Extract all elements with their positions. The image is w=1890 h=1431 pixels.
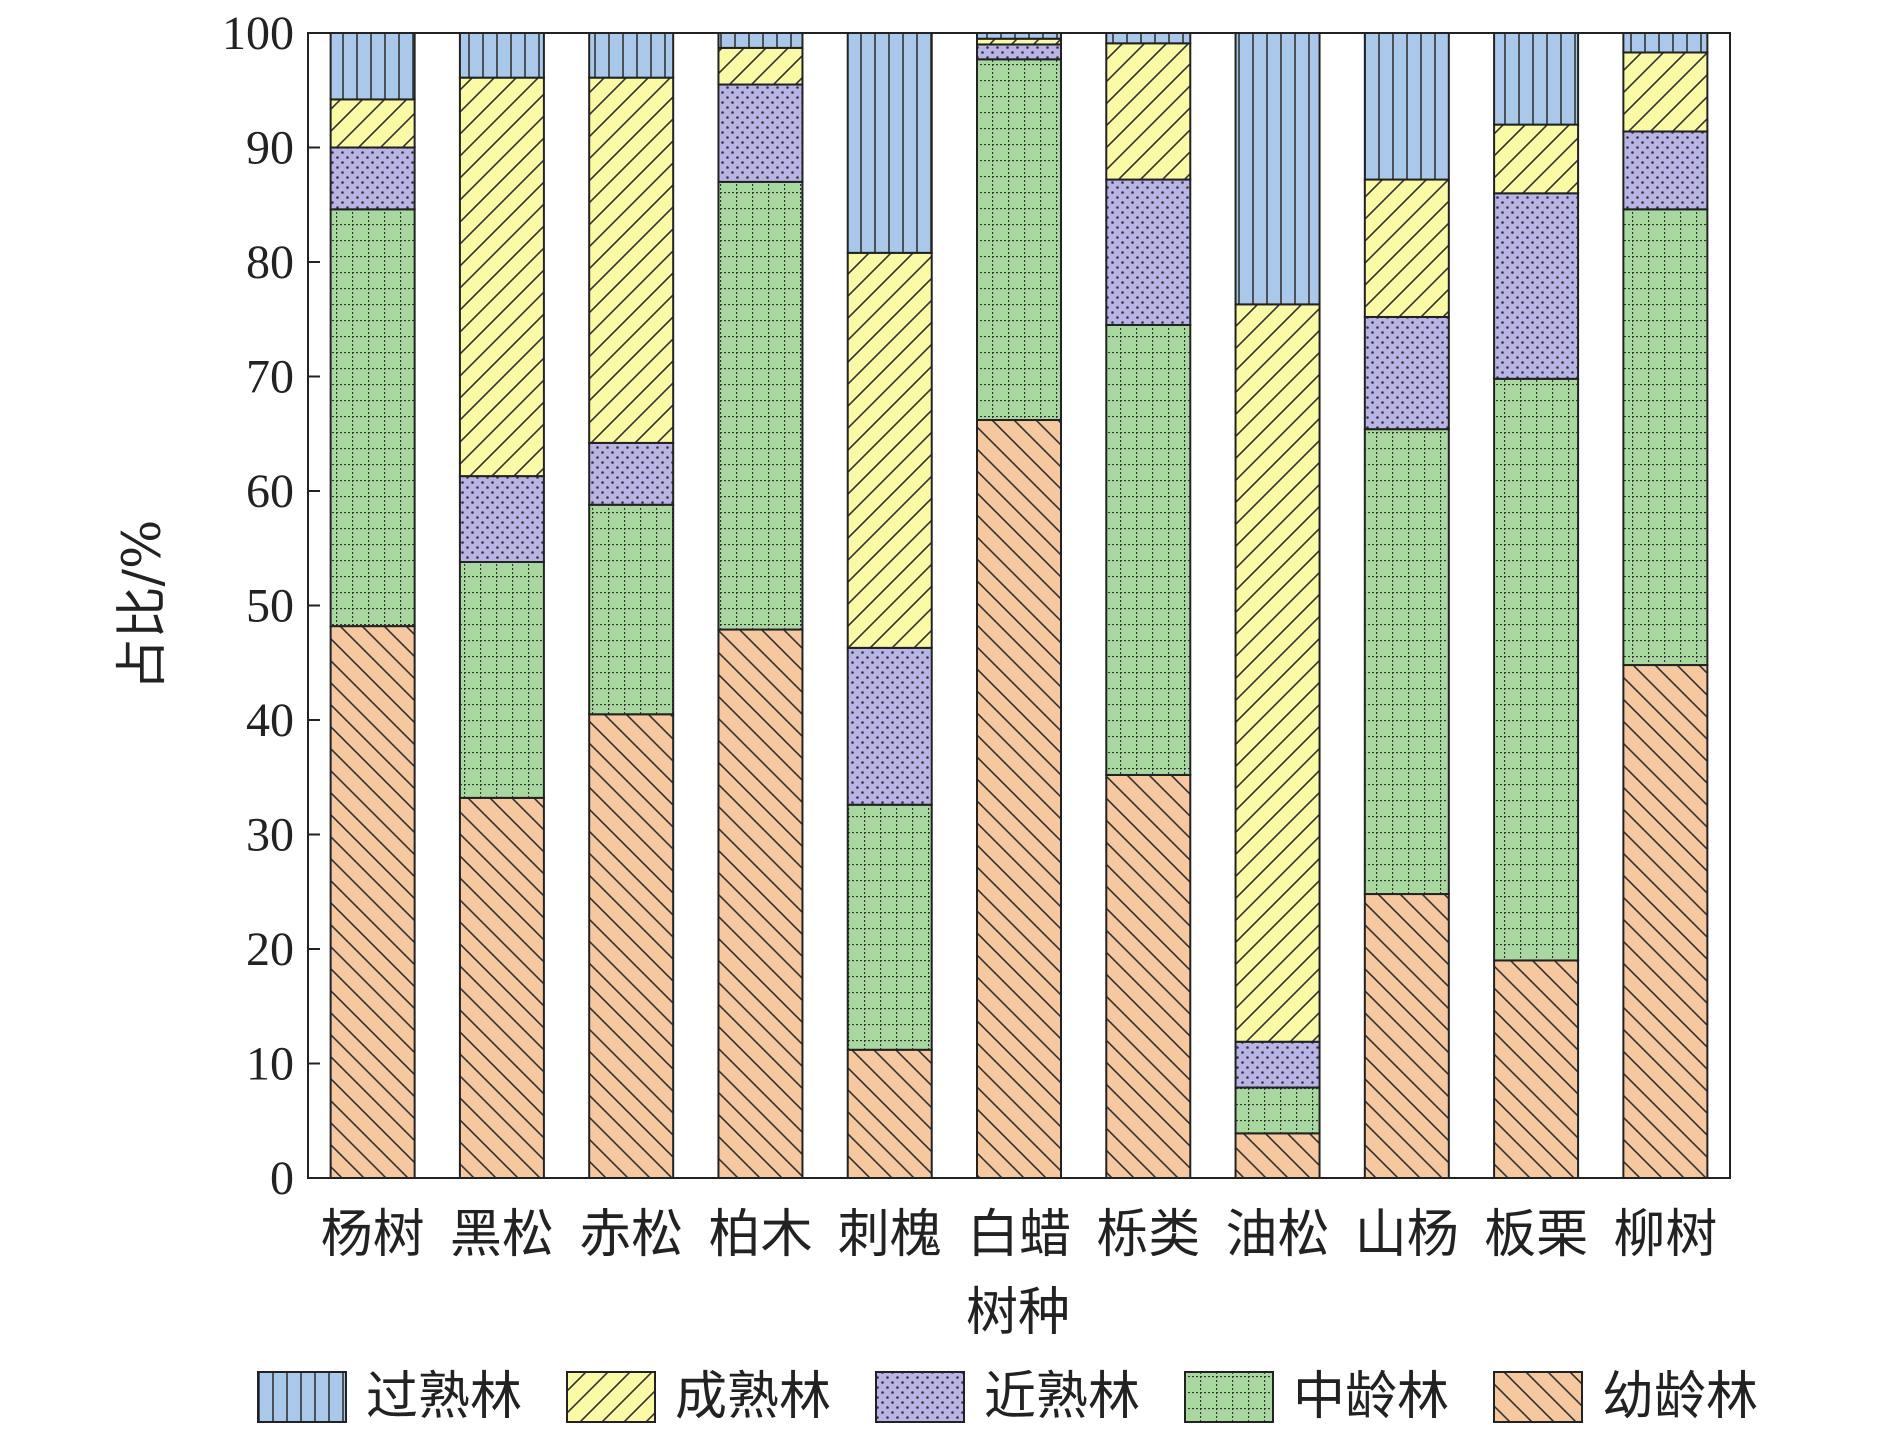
bar-segment-10-4 <box>1493 123 1580 195</box>
bar-segment-3-1 <box>588 713 675 1180</box>
legend-label-1: 过熟林 <box>366 1367 522 1427</box>
y-tick-label-4: 30 <box>246 809 294 862</box>
bar-segment-8-5 <box>1234 32 1321 306</box>
legend-swatch-2 <box>566 1371 656 1423</box>
y-tick-label-7: 60 <box>246 465 294 518</box>
bar-segment-9-4 <box>1363 178 1450 318</box>
x-axis: 杨树 黑松 赤松 柏木 刺槐 白蜡 栎类 油松 山杨 板栗 柳树 <box>321 1205 1718 1265</box>
bar-segment-3-5 <box>588 32 675 79</box>
bar-segment-4-1 <box>717 628 804 1179</box>
bar-segment-1-2 <box>329 208 416 628</box>
y-tick-label-9: 80 <box>246 236 294 289</box>
y-tick-label-5: 40 <box>246 694 294 747</box>
y-tick-label-10: 90 <box>246 122 294 175</box>
bar-segment-2-2 <box>458 560 545 799</box>
bar-segment-7-2 <box>1105 323 1192 776</box>
bar-segment-5-2 <box>846 803 933 1051</box>
bar-segment-1-3 <box>329 146 416 211</box>
bar-segment-2-4 <box>458 76 545 478</box>
y-tick-label-3: 20 <box>246 923 294 976</box>
bar-segment-8-2 <box>1234 1086 1321 1135</box>
bar-segment-3-3 <box>588 441 675 506</box>
y-tick-label-11: 100 <box>222 7 294 60</box>
bar-segment-11-3 <box>1622 130 1709 211</box>
bar-segment-1-4 <box>329 98 416 149</box>
bar-segment-9-1 <box>1363 893 1450 1179</box>
bar-segment-9-2 <box>1363 428 1450 896</box>
bar-segment-2-3 <box>458 475 545 563</box>
x-axis-title: 树种 <box>966 1283 1070 1343</box>
bar-segment-7-3 <box>1105 178 1192 326</box>
y-axis-title: 占比/% <box>113 520 173 691</box>
legend-swatch-5 <box>1493 1371 1583 1423</box>
x-category-label-2: 黑松 <box>450 1205 554 1265</box>
y-tick-label-2: 10 <box>246 1038 294 1091</box>
bar-segment-7-4 <box>1105 42 1192 181</box>
x-category-label-4: 柏木 <box>708 1205 812 1265</box>
bar-segment-5-4 <box>846 251 933 649</box>
bar-segment-11-1 <box>1622 664 1709 1179</box>
bar-segment-5-5 <box>846 32 933 254</box>
legend-swatch-4 <box>1184 1371 1274 1423</box>
bar-segment-3-4 <box>588 76 675 444</box>
bar-segment-5-3 <box>846 646 933 806</box>
x-category-label-10: 板栗 <box>1484 1205 1588 1265</box>
bar-segment-10-3 <box>1493 192 1580 380</box>
y-axis: 0 10 20 30 40 50 60 70 80 90 100 <box>222 7 320 1205</box>
x-category-label-8: 油松 <box>1226 1205 1330 1265</box>
plot-frame <box>307 32 1731 1179</box>
x-category-label-3: 赤松 <box>579 1205 683 1265</box>
bar-segment-6-1 <box>976 419 1062 1179</box>
bar-segment-1-1 <box>329 625 416 1179</box>
bar-segment-11-2 <box>1622 208 1709 667</box>
legend: 过熟林 成熟林 近熟林 中龄林 幼龄林 <box>257 1367 1758 1427</box>
x-category-label-11: 柳树 <box>1613 1205 1717 1265</box>
bar-segment-7-5 <box>1105 32 1192 45</box>
y-tick-label-8: 70 <box>246 351 294 404</box>
x-category-label-6: 白蜡 <box>967 1205 1071 1265</box>
bar-segment-6-3 <box>976 43 1062 61</box>
legend-swatch-1 <box>257 1371 347 1423</box>
y-tick-label-6: 50 <box>246 580 294 633</box>
bar-segment-8-4 <box>1234 303 1321 1043</box>
bars-layer <box>329 32 1709 1180</box>
bar-segment-7-1 <box>1105 773 1192 1180</box>
legend-label-5: 幼龄林 <box>1602 1367 1758 1427</box>
bar-segment-1-5 <box>329 32 416 101</box>
bar-segment-9-3 <box>1363 315 1450 431</box>
bar-segment-2-5 <box>458 32 545 79</box>
bar-segment-2-1 <box>458 796 545 1179</box>
bar-segment-10-2 <box>1493 377 1580 962</box>
legend-label-3: 近熟林 <box>984 1367 1140 1427</box>
bar-segment-4-4 <box>717 46 804 86</box>
bar-segment-11-4 <box>1622 51 1709 133</box>
bar-segment-10-5 <box>1493 32 1580 126</box>
bar-segment-6-2 <box>976 58 1062 422</box>
x-category-label-5: 刺槐 <box>838 1205 942 1265</box>
bar-segment-5-1 <box>846 1048 933 1180</box>
x-category-label-9: 山杨 <box>1355 1205 1459 1265</box>
bar-segment-9-5 <box>1363 32 1450 181</box>
legend-swatch-3 <box>875 1371 965 1423</box>
bar-segment-4-5 <box>717 32 804 49</box>
x-category-label-1: 杨树 <box>321 1205 425 1265</box>
bar-segment-8-3 <box>1234 1040 1321 1089</box>
bar-segment-3-2 <box>588 503 675 716</box>
bar-segment-4-3 <box>717 83 804 183</box>
bar-segment-11-5 <box>1622 32 1709 54</box>
legend-label-2: 成熟林 <box>675 1367 831 1427</box>
bar-segment-10-1 <box>1493 959 1580 1180</box>
x-category-label-7: 栎类 <box>1096 1205 1200 1265</box>
bar-segment-8-1 <box>1234 1132 1321 1179</box>
bar-segment-4-2 <box>717 180 804 631</box>
y-tick-label-1: 0 <box>270 1152 294 1205</box>
legend-label-4: 中龄林 <box>1293 1367 1449 1427</box>
